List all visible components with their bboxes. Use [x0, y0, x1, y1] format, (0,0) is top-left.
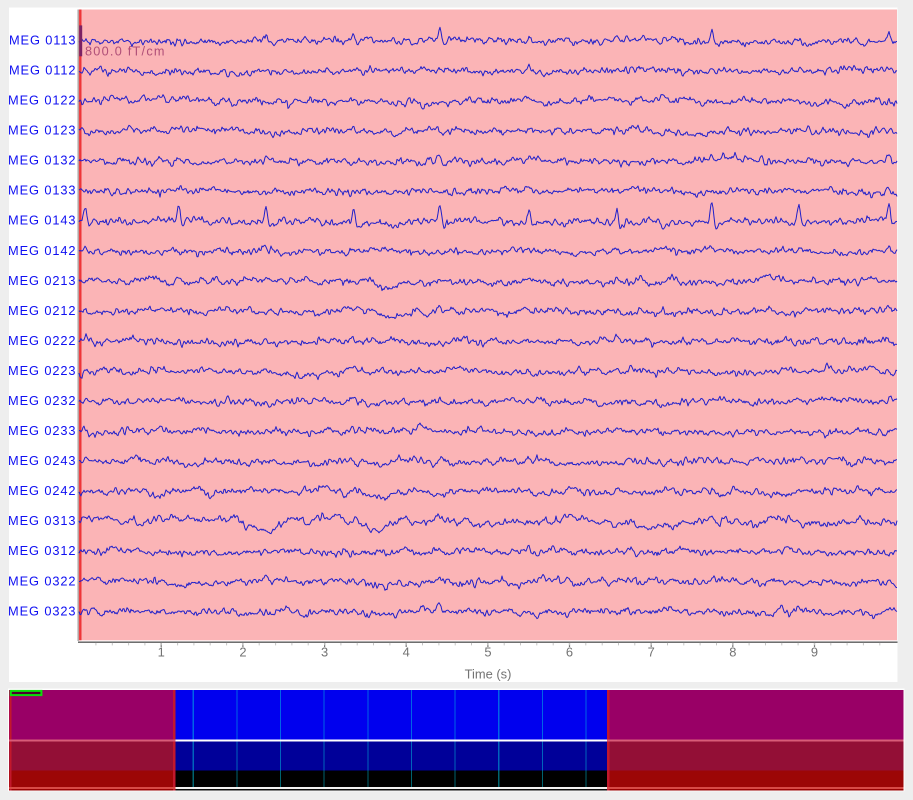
svg-text:MEG 0242: MEG 0242	[8, 483, 76, 498]
svg-text:MEG 0113: MEG 0113	[9, 32, 76, 47]
svg-text:MEG 0132: MEG 0132	[8, 153, 76, 168]
svg-text:MEG 0322: MEG 0322	[8, 573, 76, 588]
svg-text:MEG 0313: MEG 0313	[8, 513, 76, 528]
svg-text:MEG 0233: MEG 0233	[8, 423, 76, 438]
svg-text:MEG 0222: MEG 0222	[8, 333, 76, 348]
svg-text:MEG 0212: MEG 0212	[8, 303, 76, 318]
svg-text:MEG 0123: MEG 0123	[8, 123, 76, 138]
svg-text:6: 6	[566, 645, 573, 660]
svg-text:MEG 0112: MEG 0112	[9, 63, 76, 78]
svg-text:800.0 fT/cm: 800.0 fT/cm	[85, 44, 166, 58]
svg-text:2: 2	[239, 645, 246, 660]
svg-text:MEG 0142: MEG 0142	[8, 243, 76, 258]
svg-text:MEG 0133: MEG 0133	[8, 183, 76, 198]
svg-text:7: 7	[648, 645, 655, 660]
svg-text:9: 9	[811, 645, 818, 660]
svg-text:MEG 0243: MEG 0243	[8, 453, 76, 468]
svg-text:MEG 0312: MEG 0312	[8, 543, 76, 558]
svg-text:5: 5	[484, 645, 491, 660]
svg-text:1: 1	[158, 645, 165, 660]
svg-text:4: 4	[403, 645, 410, 660]
svg-text:MEG 0143: MEG 0143	[8, 213, 76, 228]
svg-text:MEG 0122: MEG 0122	[8, 93, 76, 108]
svg-text:MEG 0223: MEG 0223	[8, 363, 76, 378]
svg-text:MEG 0323: MEG 0323	[8, 603, 76, 618]
svg-text:MEG 0232: MEG 0232	[8, 393, 76, 408]
svg-text:3: 3	[321, 645, 328, 660]
svg-text:8: 8	[729, 645, 736, 660]
svg-text:MEG 0213: MEG 0213	[8, 273, 76, 288]
svg-text:Time (s): Time (s)	[465, 666, 512, 681]
